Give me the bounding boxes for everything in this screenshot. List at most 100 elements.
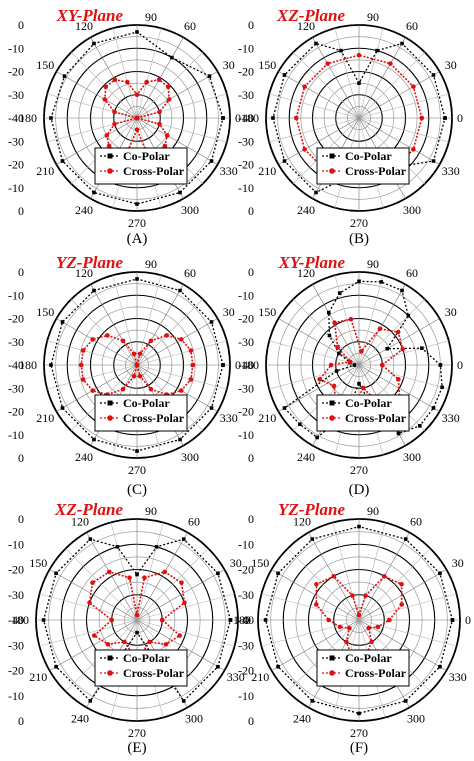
radial-tick-label: -20: [238, 65, 254, 79]
angle-tick-label: 330: [227, 670, 245, 684]
data-point-cross-polar: [411, 147, 416, 152]
grid-spoke: [49, 569, 138, 621]
data-point-cross-polar: [179, 580, 184, 585]
angle-tick-label: 60: [184, 266, 196, 280]
data-point-co-polar: [135, 630, 139, 635]
angle-tick-label: 180: [19, 358, 37, 372]
legend-marker-circle: [107, 670, 113, 676]
grid-spoke: [358, 318, 440, 366]
angle-tick-label: 270: [128, 463, 146, 477]
data-point-co-polar: [135, 30, 139, 34]
data-point-co-polar: [41, 618, 46, 622]
data-point-cross-polar: [159, 617, 165, 623]
grid-spoke: [358, 593, 457, 621]
angle-tick-label: 240: [297, 450, 315, 464]
data-point-co-polar: [216, 664, 220, 669]
radial-tick-label: 0: [18, 18, 24, 32]
angle-tick-label: 30: [230, 556, 242, 570]
data-point-cross-polar: [190, 362, 196, 368]
data-point-co-polar: [276, 664, 280, 669]
angle-tick-label: 210: [36, 164, 54, 178]
angle-tick-label: 150: [29, 556, 47, 570]
data-point-cross-polar: [388, 61, 393, 66]
data-point-cross-polar: [399, 602, 405, 607]
angle-tick-label: 30: [223, 58, 235, 72]
data-point-cross-polar: [78, 362, 84, 368]
data-point-cross-polar: [102, 97, 108, 102]
panel-label: (E): [127, 740, 146, 756]
grid-spoke: [136, 593, 235, 621]
legend-marker-square: [107, 400, 113, 406]
radial-tick-label: -30: [238, 335, 254, 349]
polar-panel-2: 90603003303002702402101801501200-10-20-3…: [8, 253, 241, 498]
legend-label: Co-Polar: [123, 149, 170, 163]
data-point-cross-polar: [91, 633, 97, 638]
radial-tick-label: -20: [8, 65, 24, 79]
grid-spoke: [358, 117, 449, 143]
data-point-cross-polar: [90, 337, 96, 342]
data-point-cross-polar: [156, 77, 162, 83]
data-point-cross-polar: [335, 344, 340, 350]
data-point-cross-polar: [134, 92, 140, 98]
data-point-co-polar: [88, 537, 93, 541]
radial-tick-label: -10: [238, 689, 254, 703]
data-point-co-polar: [438, 571, 442, 576]
data-point-co-polar: [314, 190, 318, 195]
radial-tick-label: -30: [8, 134, 24, 148]
data-point-co-polar: [181, 537, 186, 541]
radial-tick-label: -40: [238, 613, 254, 627]
data-point-cross-polar: [105, 642, 111, 647]
angle-tick-label: 240: [75, 450, 93, 464]
data-point-cross-polar: [112, 109, 117, 115]
grid-spoke: [136, 284, 184, 366]
data-point-co-polar: [135, 277, 139, 281]
grid-spoke: [269, 340, 360, 366]
angle-tick-label: 30: [445, 58, 457, 72]
data-point-co-polar: [92, 288, 96, 293]
legend-label: Cross-Polar: [345, 411, 407, 425]
grid-spoke: [358, 93, 449, 119]
radial-tick-label: -30: [238, 381, 254, 395]
data-point-cross-polar: [313, 602, 319, 607]
data-point-cross-polar: [164, 133, 170, 138]
data-point-cross-polar: [105, 333, 110, 338]
angle-tick-label: 330: [442, 164, 460, 178]
legend-marker-circle: [107, 415, 113, 421]
data-point-co-polar: [209, 159, 214, 163]
legend-marker-circle: [329, 168, 335, 174]
data-point-co-polar: [92, 41, 96, 46]
radial-tick-label: -20: [8, 563, 24, 577]
radial-tick-label: -20: [238, 312, 254, 326]
angle-tick-label: 330: [220, 164, 238, 178]
grid-spoke: [278, 117, 360, 165]
data-point-cross-polar: [337, 624, 343, 630]
data-point-co-polar: [298, 422, 302, 426]
radial-tick-label: -30: [238, 588, 254, 602]
data-point-cross-polar: [131, 351, 137, 357]
data-point-cross-polar: [363, 593, 368, 598]
data-point-cross-polar: [87, 600, 92, 606]
data-point-co-polar: [282, 159, 287, 163]
grid-spoke: [47, 93, 138, 119]
grid-spoke: [90, 37, 138, 119]
data-point-co-polar: [88, 699, 93, 703]
grid-spoke: [334, 275, 360, 366]
angle-tick-label: 180: [11, 613, 29, 627]
radial-tick-label: -10: [238, 428, 254, 442]
legend-marker-square: [329, 153, 335, 159]
data-point-co-polar: [282, 406, 287, 410]
angle-tick-label: 180: [241, 111, 259, 125]
data-point-cross-polar: [377, 326, 383, 332]
data-point-cross-polar: [411, 84, 416, 89]
data-point-co-polar: [154, 545, 159, 549]
data-point-co-polar: [431, 159, 436, 163]
data-point-co-polar: [334, 369, 339, 373]
data-point-cross-polar: [188, 348, 194, 353]
data-point-co-polar: [221, 363, 225, 367]
grid-spoke: [136, 548, 209, 621]
radial-tick-label: 0: [248, 18, 254, 32]
panel-title: XY-Plane: [56, 6, 124, 25]
legend-label: Co-Polar: [123, 651, 170, 665]
series-line-cross-polar: [88, 571, 186, 660]
angle-tick-label: 60: [188, 514, 200, 528]
